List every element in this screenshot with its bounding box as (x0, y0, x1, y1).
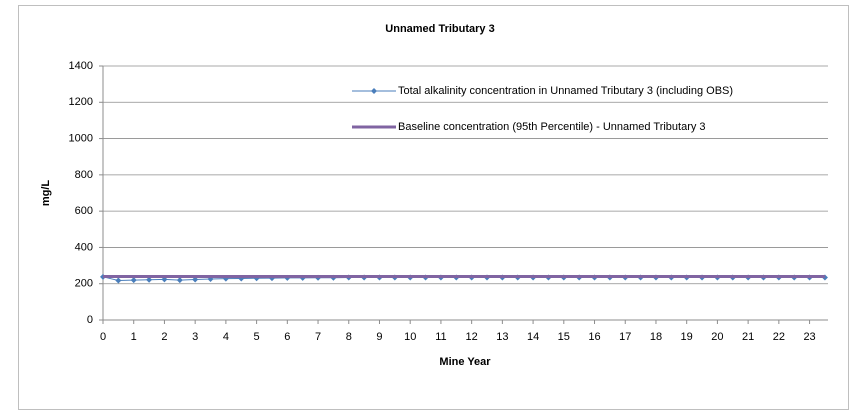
x-tick-label: 0 (100, 331, 106, 343)
x-tick-label: 3 (192, 331, 198, 343)
x-tick-label: 16 (588, 331, 600, 343)
x-tick-label: 13 (496, 331, 508, 343)
x-tick-label: 4 (223, 331, 229, 343)
y-tick-label: 1200 (69, 96, 93, 108)
data-point (192, 276, 199, 283)
x-tick-label: 11 (435, 331, 446, 343)
x-tick-label: 6 (284, 331, 290, 343)
y-tick-label: 200 (75, 278, 93, 290)
data-point (146, 276, 153, 283)
x-tick-label: 12 (466, 331, 478, 343)
x-tick-label: 19 (681, 331, 693, 343)
chart-title: Unnamed Tributary 3 (385, 23, 494, 35)
x-tick-label: 17 (619, 331, 631, 343)
x-tick-label: 18 (650, 331, 662, 343)
data-point (130, 277, 137, 284)
x-tick-label: 21 (742, 331, 754, 343)
y-tick-label: 1400 (69, 60, 93, 72)
x-tick-label: 2 (161, 331, 167, 343)
x-tick-label: 7 (315, 331, 321, 343)
legend-marker (371, 88, 377, 94)
x-tick-label: 23 (803, 331, 815, 343)
y-tick-label: 400 (75, 241, 93, 253)
legend-label: Total alkalinity concentration in Unname… (398, 85, 733, 97)
y-tick-label: 800 (75, 169, 93, 181)
x-axis-label: Mine Year (439, 356, 491, 368)
x-tick-label: 1 (131, 331, 137, 343)
data-point (176, 277, 183, 284)
x-tick-label: 20 (711, 331, 723, 343)
y-tick-label: 1000 (69, 132, 93, 144)
x-tick-label: 22 (773, 331, 785, 343)
x-tick-label: 5 (254, 331, 260, 343)
x-tick-label: 14 (527, 331, 539, 343)
x-tick-label: 8 (346, 331, 352, 343)
chart-border (18, 5, 849, 410)
x-tick-label: 10 (404, 331, 416, 343)
y-axis-label: mg/L (40, 180, 52, 207)
y-tick-label: 600 (75, 205, 93, 217)
x-tick-label: 15 (558, 331, 570, 343)
x-tick-label: 9 (376, 331, 382, 343)
y-tick-label: 0 (87, 314, 93, 326)
data-point (115, 277, 122, 284)
legend-label: Baseline concentration (95th Percentile)… (398, 121, 706, 133)
